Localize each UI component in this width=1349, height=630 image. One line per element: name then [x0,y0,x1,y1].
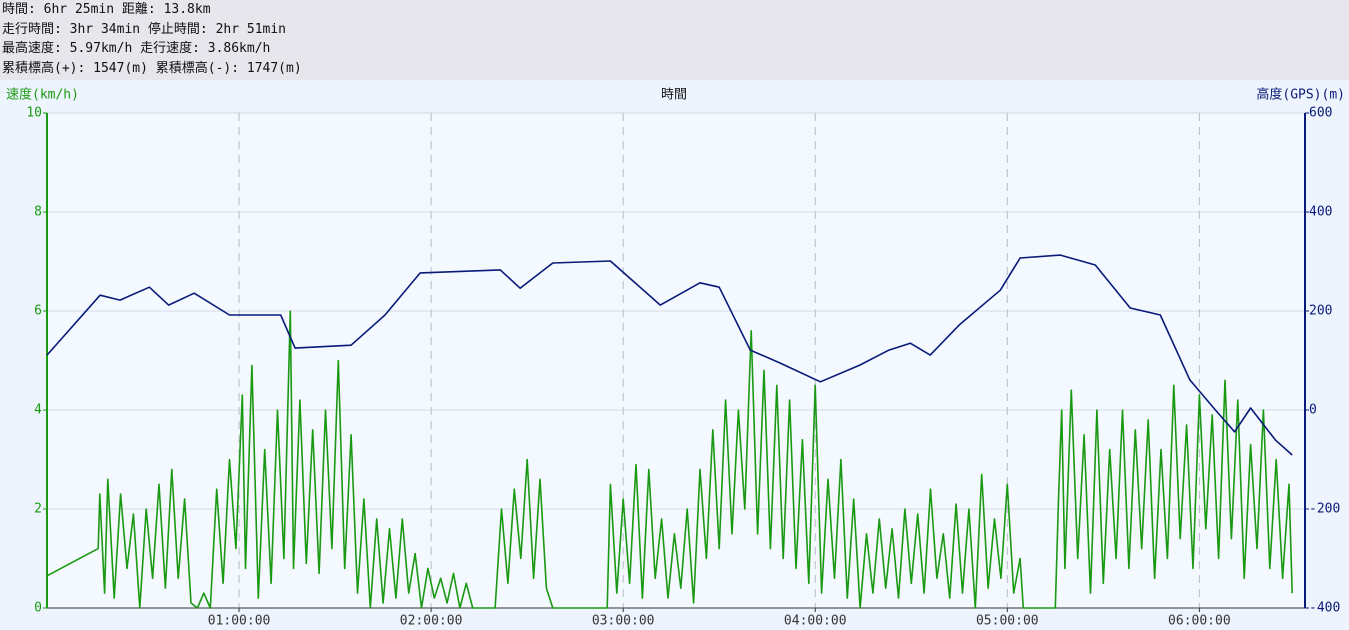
data-line [46,254,1293,456]
x-tick-label: 03:00:00 [592,614,655,629]
x-tick-label: 04:00:00 [784,614,847,629]
summary-line: 時間: 6hr 25min 距離: 13.8km [2,2,211,17]
summary-line: 最高速度: 5.97km/h 走行速度: 3.86km/h [2,41,271,56]
y2-tick-label: -400 [1309,601,1340,616]
x-tick-label: 02:00:00 [400,614,463,629]
y-tick-label: 4 [34,403,42,418]
y-tick-label: 6 [34,304,42,319]
data-line [46,310,1293,609]
x-tick-label: 05:00:00 [976,614,1039,629]
y-axis-title: 速度(km/h) [6,87,79,103]
y2-tick-label: 0 [1309,403,1317,418]
y2-tick-label: 400 [1309,205,1332,220]
plot-area [47,113,1305,608]
x-tick-label: 06:00:00 [1168,614,1231,629]
summary-header: 時間: 6hr 25min 距離: 13.8km 走行時間: 3hr 34min… [0,0,1349,80]
summary-line: 走行時間: 3hr 34min 停止時間: 2hr 51min [2,21,287,37]
x-tick-label: 01:00:00 [208,614,271,629]
y-tick-label: 8 [34,205,42,220]
y-tick-label: 10 [26,106,42,121]
y2-tick-label: 600 [1309,106,1332,121]
x-axis-title: 時間 [661,88,687,103]
y2-tick-label: -200 [1309,502,1340,517]
y-tick-label: 2 [34,502,42,517]
y-tick-label: 0 [34,601,42,616]
y2-tick-label: 200 [1309,304,1332,319]
y2-axis-title: 高度(GPS)(m) [1256,87,1345,103]
summary-line: 累積標高(+): 1547(m) 累積標高(-): 1747(m) [2,60,302,76]
